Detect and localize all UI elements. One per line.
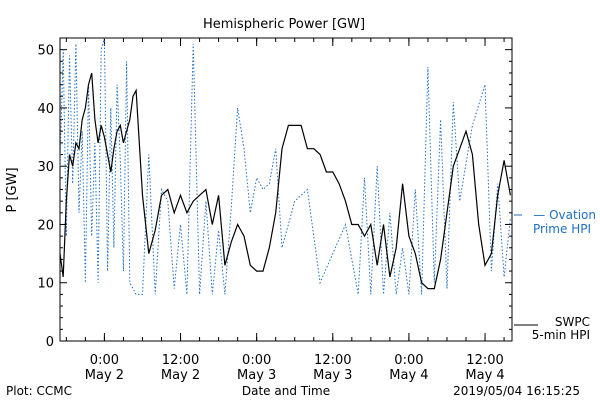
legend-ovation-label: — Ovation xyxy=(533,208,596,222)
x-tick-label-time: 12:00 xyxy=(162,353,199,368)
x-tick-label-date: May 2 xyxy=(161,368,200,383)
series-layer xyxy=(59,37,511,295)
plot-area xyxy=(59,37,513,342)
x-axis-label: Date and Time xyxy=(242,384,330,398)
swpc-series-line xyxy=(59,72,511,290)
x-tick-label-date: May 2 xyxy=(85,368,124,383)
x-tick-label-date: May 3 xyxy=(237,368,276,383)
y-tick-label: 0 xyxy=(46,335,54,350)
x-tick-label-date: May 4 xyxy=(465,368,504,383)
legend-swpc-label-line2: 5-min HPI xyxy=(532,328,590,342)
plot-border xyxy=(59,37,513,342)
x-tick-label-time: 12:00 xyxy=(466,353,503,368)
x-tick-label-time: 0:00 xyxy=(242,353,271,368)
x-tick-label-date: May 4 xyxy=(389,368,428,383)
y-axis-ticks: 0 10 20 30 40 50 xyxy=(37,37,512,350)
y-tick-label: 30 xyxy=(37,160,54,175)
y-tick-label: 10 xyxy=(37,277,54,292)
y-tick-label: 20 xyxy=(37,218,54,233)
y-tick-label: 40 xyxy=(37,102,54,117)
legend-swpc-label: SWPC xyxy=(555,315,590,329)
y-axis-label: P [GW] xyxy=(5,167,20,212)
plot-credit: Plot: CCMC xyxy=(6,384,72,398)
x-tick-label-time: 0:00 xyxy=(394,353,423,368)
x-tick-label-date: May 3 xyxy=(313,368,352,383)
x-tick-label-time: 12:00 xyxy=(314,353,351,368)
x-tick-label-time: 0:00 xyxy=(90,353,119,368)
chart-title: Hemispheric Power [GW] xyxy=(203,17,365,32)
y-tick-label: 50 xyxy=(37,44,54,59)
plot-timestamp: 2019/05/04 16:15:25 xyxy=(453,384,580,398)
ovation-prime-series-line xyxy=(59,37,511,295)
legend-ovation-label-line2: Prime HPI xyxy=(533,222,591,236)
